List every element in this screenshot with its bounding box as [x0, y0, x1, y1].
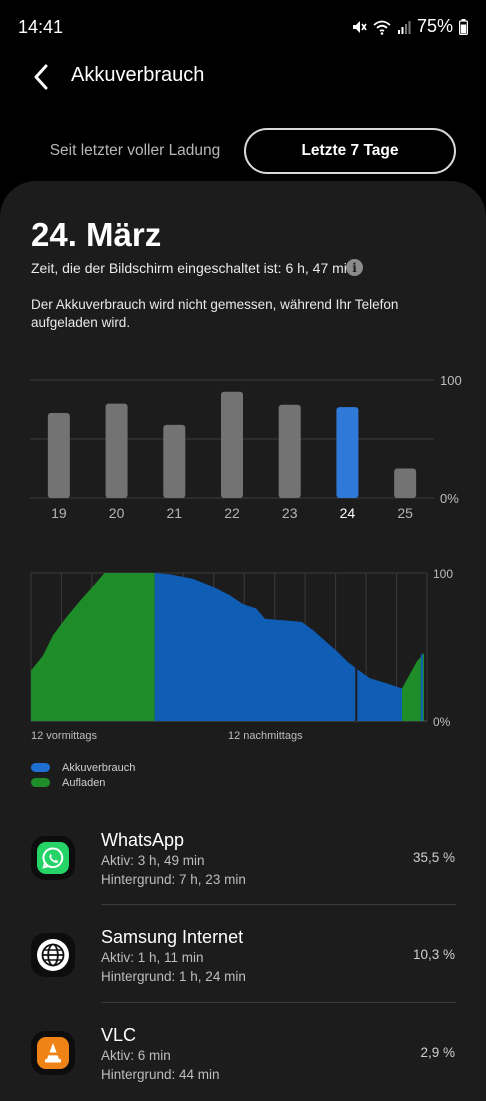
- bar-25: [394, 468, 417, 498]
- x-tick-label-20: 20: [109, 505, 125, 521]
- signal-icon: [397, 20, 411, 34]
- period-tabs: Seit letzter voller Ladung Letzte 7 Tage: [30, 128, 456, 174]
- selected-date: 24. März: [31, 216, 162, 253]
- area-series-aufladen-2: [401, 652, 425, 721]
- wifi-icon: [373, 20, 391, 35]
- battery-percent: 75%: [416, 16, 453, 36]
- page-title: Akkuverbrauch: [71, 64, 205, 86]
- x-tick-label-23: 23: [282, 505, 298, 521]
- x-tick-label-19: 19: [51, 505, 67, 521]
- samsung-internet-icon: [31, 933, 75, 977]
- bar-21: [163, 424, 186, 498]
- screen-time-text: Zeit, die der Bildschirm eingeschaltet i…: [31, 260, 355, 276]
- y-axis-label-min: 0%: [433, 715, 451, 729]
- legend-item-charging: Aufladen: [31, 775, 135, 790]
- tab-last-7-days[interactable]: Letzte 7 Tage: [244, 128, 456, 174]
- status-bar: 14:41 75%: [0, 0, 486, 56]
- divider: [101, 904, 456, 905]
- app-active-time: Aktiv: 1 h, 11 min: [101, 950, 204, 965]
- whatsapp-icon: [31, 836, 75, 880]
- legend-swatch-charging: [31, 778, 50, 787]
- app-usage-percent: 35,5 %: [412, 850, 455, 865]
- x-tick-label-25: 25: [397, 505, 413, 521]
- x-axis-label-morning: 12 vormittags: [31, 730, 98, 742]
- info-icon[interactable]: i: [346, 259, 363, 276]
- app-usage-percent: 10,3 %: [412, 947, 455, 962]
- x-tick-label-21: 21: [166, 505, 182, 521]
- bar-22: [221, 391, 243, 498]
- app-name: VLC: [101, 1025, 137, 1045]
- app-usage-percent: 2,9 %: [420, 1045, 455, 1060]
- battery-icon: [459, 18, 468, 35]
- legend-label-usage: Akkuverbrauch: [62, 761, 136, 774]
- status-time: 14:41: [18, 17, 64, 37]
- divider: [101, 1002, 456, 1003]
- chart-legend: Akkuverbrauch Aufladen: [31, 760, 135, 790]
- app-name: Samsung Internet: [101, 927, 244, 947]
- legend-label-charging: Aufladen: [62, 776, 106, 789]
- app-background-time: Hintergrund: 7 h, 23 min: [101, 872, 246, 887]
- app-background-time: Hintergrund: 44 min: [101, 1067, 220, 1082]
- battery-level-area-chart: 100 0% 12 vormittags 12 nachmittags: [30, 567, 453, 742]
- app-background-time: Hintergrund: 1 h, 24 min: [101, 969, 246, 984]
- vlc-icon: [31, 1031, 75, 1075]
- y-axis-label-min: 0%: [440, 491, 459, 506]
- back-arrow-icon: [34, 64, 48, 90]
- legend-item-usage: Akkuverbrauch: [31, 760, 135, 775]
- bar-20: [105, 403, 128, 498]
- app-name: WhatsApp: [101, 830, 185, 850]
- daily-usage-bar-chart: 100 0% 19 20 21 22 23 24 25: [30, 373, 462, 521]
- bar-19: [47, 413, 70, 498]
- tab-since-last-full-charge[interactable]: Seit letzter voller Ladung: [49, 142, 221, 159]
- x-tick-label-22: 22: [224, 505, 240, 521]
- charging-note: Der Akkuverbrauch wird nicht gemessen, w…: [31, 297, 399, 330]
- area-series-aufladen-0: [31, 573, 155, 721]
- back-button[interactable]: [26, 60, 56, 94]
- app-row-whatsapp[interactable]: WhatsApp Aktiv: 3 h, 49 min Hintergrund:…: [0, 808, 486, 904]
- y-axis-label-max: 100: [440, 373, 462, 388]
- app-row-vlc[interactable]: VLC Aktiv: 6 min Hintergrund: 44 min 2,9…: [0, 1003, 486, 1099]
- bar-23: [278, 404, 301, 498]
- mute-icon: [352, 20, 367, 33]
- y-axis-label-max: 100: [433, 567, 453, 581]
- area-series-akkuverbrauch-1: [154, 573, 402, 721]
- app-active-time: Aktiv: 3 h, 49 min: [101, 853, 205, 868]
- app-active-time: Aktiv: 6 min: [101, 1048, 171, 1063]
- bar-24: [336, 407, 359, 498]
- legend-swatch-usage: [31, 763, 50, 772]
- app-row-samsung-internet[interactable]: Samsung Internet Aktiv: 1 h, 11 min Hint…: [0, 905, 486, 1001]
- x-axis-label-noon: 12 nachmittags: [228, 730, 303, 742]
- status-icons: 75%: [351, 16, 468, 37]
- x-tick-label-24: 24: [340, 505, 356, 521]
- app-bar: Akkuverbrauch: [0, 56, 486, 100]
